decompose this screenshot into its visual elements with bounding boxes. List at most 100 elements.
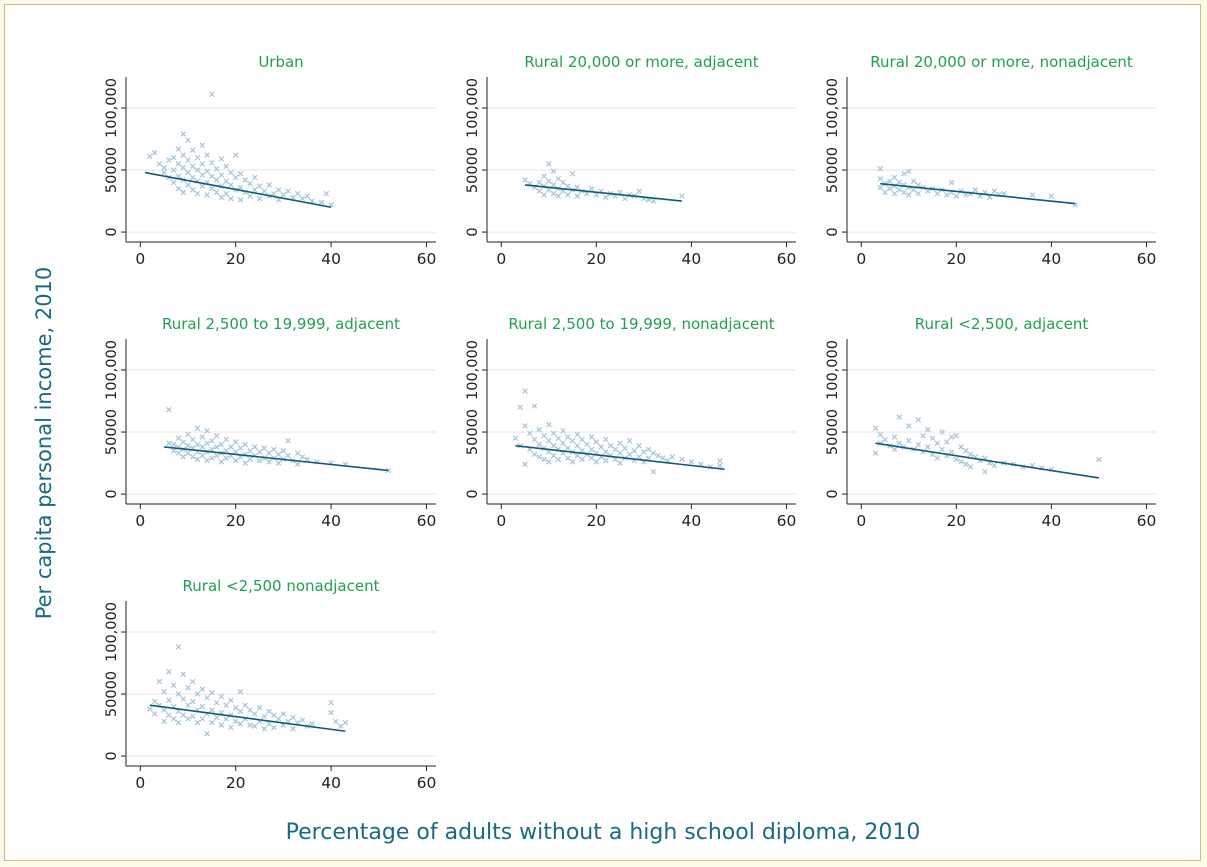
scatter-point [218, 693, 225, 700]
scatter-point [156, 161, 163, 167]
scatter-point [565, 183, 571, 189]
scatter-point [166, 157, 172, 163]
scatter-point [199, 172, 206, 178]
scatter-point [565, 445, 571, 451]
scatter-point [175, 161, 182, 167]
scatter-point [574, 442, 581, 449]
scatter-points [522, 161, 685, 204]
scatter-point [896, 187, 903, 193]
scatter-point [536, 441, 543, 448]
panel-title: Rural 2,500 to 19,999, nonadjacent [508, 315, 774, 333]
scatter-point [612, 446, 619, 453]
scatter-point [622, 195, 628, 202]
x-tick-label: 20 [586, 512, 606, 530]
scatter-point [213, 433, 220, 439]
scatter-point [209, 159, 215, 166]
scatter-point [204, 428, 210, 434]
scatter-point [194, 719, 201, 726]
scatter-point [560, 179, 566, 186]
scatter-point [290, 726, 296, 732]
scatter-point [972, 187, 979, 193]
x-tick-label: 0 [496, 250, 506, 268]
scatter-point [199, 183, 206, 189]
scatter-point [190, 436, 196, 443]
scatter-point [1096, 456, 1102, 463]
scatter-point [958, 444, 964, 450]
scatter-point [934, 455, 941, 461]
scatter-points [872, 414, 1102, 475]
fit-line [144, 171, 332, 209]
y-tick-label: 50000 [825, 147, 841, 193]
panel-title: Rural 2,500 to 19,999, adjacent [162, 315, 400, 333]
scatter-point [536, 426, 543, 433]
scatter-point [213, 699, 220, 706]
scatter-point [915, 416, 922, 423]
scatter-point [550, 190, 557, 197]
scatter-point [891, 190, 898, 197]
scatter-point [982, 468, 988, 475]
scatter-point [266, 459, 272, 465]
scatter-point [151, 149, 158, 156]
scatter-point [536, 454, 543, 460]
scatter-point [180, 671, 186, 677]
scatter-point [948, 449, 955, 455]
scatter-point [232, 457, 239, 464]
scatter-point [147, 153, 153, 160]
scatter-point [641, 449, 647, 455]
scatter-point [948, 179, 955, 186]
scatter-point [185, 431, 191, 438]
scatter-point [252, 444, 258, 450]
scatter-point [579, 436, 585, 443]
scatter-point [896, 440, 903, 446]
scatter-point [565, 434, 571, 440]
scatter-point [906, 437, 912, 444]
scatter-point [218, 459, 225, 465]
scatter-point [232, 704, 239, 711]
scatter-point [232, 449, 239, 455]
scatter-point [199, 161, 206, 167]
scatter-point [166, 406, 172, 413]
scatter-point [209, 707, 215, 713]
scatter-point [242, 702, 248, 708]
scatter-point [204, 440, 210, 446]
scatter-point [209, 719, 215, 726]
scatter-point [522, 177, 528, 183]
scatter-point [180, 152, 186, 158]
scatter-point [584, 441, 590, 448]
scatter-point [151, 711, 158, 717]
scatter-point [199, 434, 206, 440]
y-tick-label: 0 [825, 227, 841, 236]
fit-line [164, 446, 389, 472]
y-tick-label: 100,000 [104, 340, 120, 400]
scatter-point [579, 447, 585, 454]
fit-line [149, 704, 346, 733]
x-tick-label: 20 [226, 774, 246, 792]
scatter-point [920, 433, 926, 439]
scatter-point [598, 444, 604, 450]
scatter-point [569, 171, 576, 177]
y-tick-label: 50000 [465, 147, 481, 193]
scatter-point [204, 152, 210, 158]
scatter-point [991, 462, 998, 469]
scatter-point [275, 460, 282, 466]
panel-title: Rural <2,500 nonadjacent [183, 577, 380, 595]
x-tick-label: 40 [321, 250, 341, 268]
scatter-point [237, 688, 244, 695]
scatter-point [588, 185, 595, 192]
scatter-point [213, 166, 220, 172]
scatter-points [512, 388, 723, 475]
scatter-point [588, 455, 595, 461]
scatter-point [228, 182, 234, 188]
scatter-point [180, 454, 186, 460]
scatter-point [261, 188, 268, 194]
panel-2: Rural 20,000 or more, adjacent 0 50000 100,… [465, 53, 796, 268]
scatter-point [546, 187, 552, 193]
scatter-point [333, 718, 339, 725]
scatter-point [915, 190, 922, 197]
scatter-point [228, 195, 234, 202]
scatter-point [290, 194, 296, 201]
scatter-point [175, 644, 182, 650]
x-tick-label: 20 [946, 512, 966, 530]
scatter-point [522, 423, 528, 429]
x-tick-label: 60 [417, 774, 437, 792]
